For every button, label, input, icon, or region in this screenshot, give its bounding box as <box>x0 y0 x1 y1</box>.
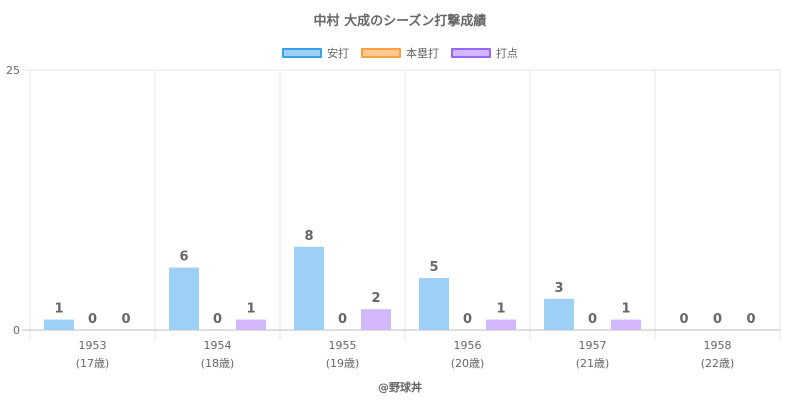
footer-credit: @野球丼 <box>378 381 422 394</box>
data-label: 0 <box>338 312 347 327</box>
data-label: 0 <box>679 312 688 327</box>
bar-安打-1957 <box>544 298 574 330</box>
data-label: 1 <box>54 302 63 317</box>
bar-安打-1956 <box>419 278 449 330</box>
data-label: 0 <box>713 312 722 327</box>
data-label: 6 <box>179 250 188 265</box>
legend-swatch-hits <box>282 48 322 58</box>
x-tick-sublabel: (19歳) <box>326 357 360 370</box>
data-label: 0 <box>463 312 472 327</box>
data-label: 0 <box>121 312 130 327</box>
data-label: 3 <box>554 281 563 296</box>
data-label: 1 <box>621 302 630 317</box>
bar-打点-1957 <box>611 319 641 330</box>
x-tick-sublabel: (21歳) <box>576 357 610 370</box>
data-label: 8 <box>304 229 313 244</box>
data-label: 0 <box>88 312 97 327</box>
data-label: 5 <box>429 260 438 275</box>
legend-swatch-homeruns <box>361 48 401 58</box>
bar-打点-1956 <box>486 319 516 330</box>
legend-item-homeruns[interactable]: 本塁打 <box>361 45 439 61</box>
y-tick-label: 0 <box>13 324 20 337</box>
legend-label-homeruns: 本塁打 <box>406 47 439 60</box>
bar-安打-1955 <box>294 246 324 330</box>
x-tick-label: 1958 <box>704 339 732 352</box>
legend: 安打 本塁打 打点 <box>0 45 800 61</box>
x-tick-label: 1957 <box>579 339 607 352</box>
data-label: 0 <box>588 312 597 327</box>
legend-label-hits: 安打 <box>327 47 349 60</box>
legend-swatch-rbi <box>451 48 491 58</box>
bar-打点-1955 <box>361 309 391 330</box>
bar-安打-1954 <box>169 267 199 330</box>
data-label: 0 <box>746 312 755 327</box>
x-tick-label: 1956 <box>454 339 482 352</box>
x-tick-label: 1955 <box>329 339 357 352</box>
data-label: 1 <box>246 302 255 317</box>
chart-title: 中村 大成のシーズン打撃成績 <box>313 14 487 29</box>
legend-item-hits[interactable]: 安打 <box>282 45 349 61</box>
data-label: 2 <box>371 291 380 306</box>
x-tick-sublabel: (22歳) <box>701 357 735 370</box>
x-tick-label: 1953 <box>79 339 107 352</box>
data-label: 0 <box>213 312 222 327</box>
bar-安打-1953 <box>44 319 74 330</box>
data-label: 1 <box>496 302 505 317</box>
x-tick-label: 1954 <box>204 339 232 352</box>
legend-label-rbi: 打点 <box>496 47 518 60</box>
bar-打点-1954 <box>236 319 266 330</box>
y-tick-label: 25 <box>6 64 20 77</box>
x-tick-sublabel: (18歳) <box>201 357 235 370</box>
x-tick-sublabel: (17歳) <box>76 357 110 370</box>
legend-item-rbi[interactable]: 打点 <box>451 45 518 61</box>
x-tick-sublabel: (20歳) <box>451 357 485 370</box>
